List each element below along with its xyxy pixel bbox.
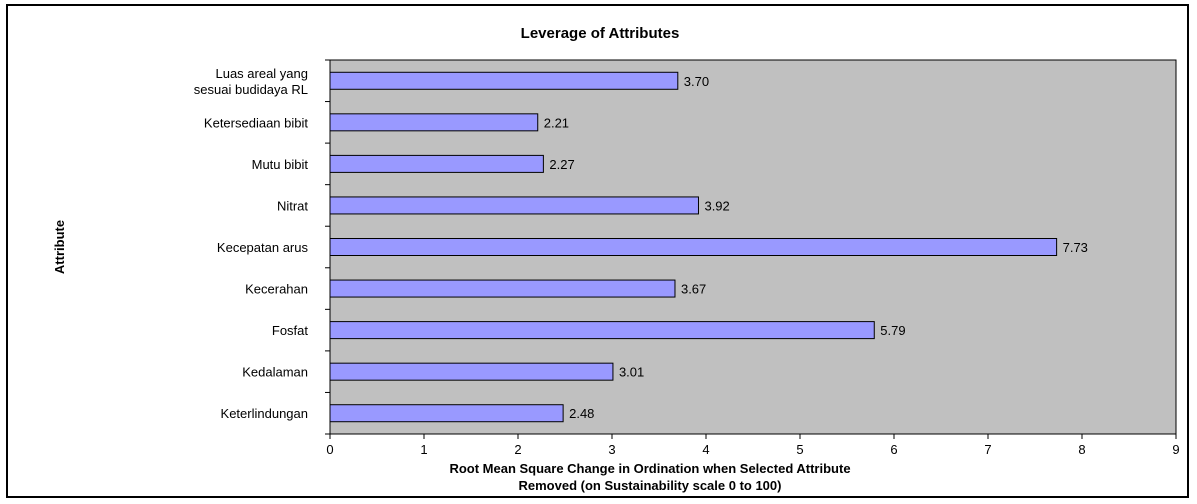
x-tick-label: 6 [890,442,897,457]
x-tick-label: 7 [984,442,991,457]
bar [329,196,699,215]
x-tick-label: 1 [420,442,427,457]
x-axis-label-line-2: Removed (on Sustainability scale 0 to 10… [519,478,782,493]
bar [329,404,564,423]
category-label: Kedalaman [242,365,308,380]
data-label: 3.01 [619,365,644,380]
data-label: 2.48 [569,406,594,421]
category-label: Keterlindungan [221,406,308,421]
x-tick-label: 3 [608,442,615,457]
category-label: sesuai budidaya RL [194,82,308,97]
data-label: 3.92 [704,198,729,213]
bar [329,154,544,173]
bar [329,321,875,340]
category-label: Fosfat [272,323,309,338]
data-label: 2.27 [549,157,574,172]
data-label: 2.21 [544,115,569,130]
chart-title: Leverage of Attributes [521,25,680,42]
bar [329,238,1058,256]
category-label: Mutu bibit [252,157,309,172]
category-label: Kecerahan [245,282,308,297]
data-label: 5.79 [880,323,905,338]
x-tick-label: 5 [796,442,803,457]
x-tick-label: 0 [326,442,333,457]
x-tick-label: 4 [702,442,709,457]
category-label: Luas areal yang [215,66,308,81]
bar [329,71,679,90]
bar [329,362,614,381]
data-label: 3.67 [681,282,706,297]
category-label: Ketersediaan bibit [204,115,308,130]
category-label: Kecepatan arus [217,240,309,255]
y-axis-label: Attribute [52,220,67,274]
category-label: Nitrat [277,198,308,213]
x-tick-label: 8 [1078,442,1085,457]
bar [329,279,676,298]
x-tick-label: 2 [514,442,521,457]
data-label: 3.70 [684,74,709,89]
data-label: 7.73 [1063,240,1088,255]
x-tick-label: 9 [1172,442,1179,457]
bar [329,113,539,132]
x-axis-label-line-1: Root Mean Square Change in Ordination wh… [449,461,850,476]
